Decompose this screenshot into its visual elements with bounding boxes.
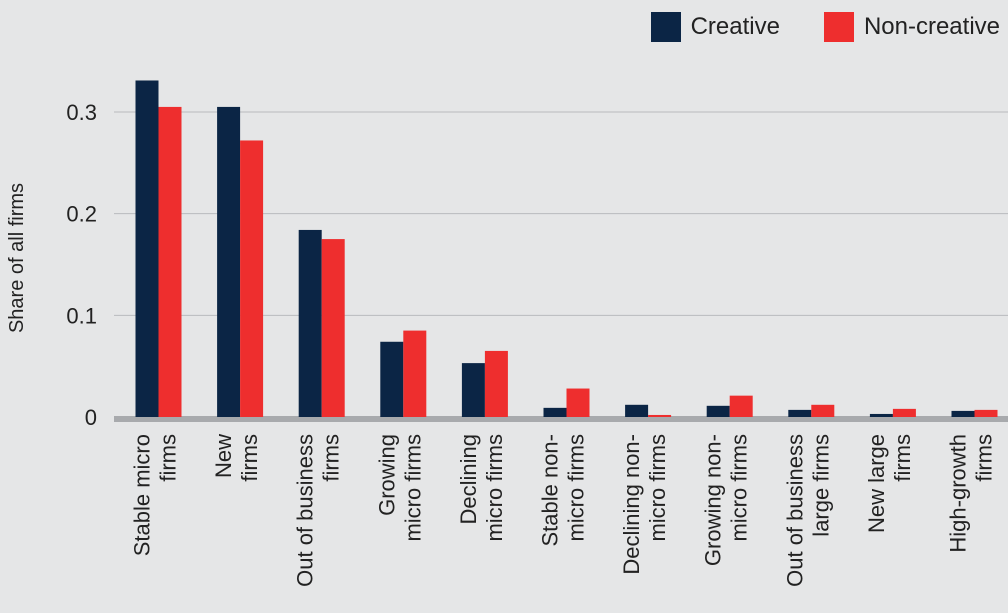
bar-creative	[625, 404, 649, 417]
x-tick-label: micro firms	[564, 434, 589, 542]
y-tick-labels: 0 0.1 0.2 0.3	[66, 100, 97, 430]
y-tick-label: 0	[85, 405, 97, 430]
bar-creative	[951, 410, 975, 417]
bar-non-creative	[321, 239, 345, 417]
x-tick-label: New	[211, 434, 236, 478]
bar-non-creative	[892, 408, 916, 417]
y-tick-label: 0.2	[66, 202, 97, 227]
x-tick-label: Growing	[374, 434, 399, 516]
x-tick-label: micro firms	[645, 434, 670, 542]
x-tick-label: firms	[890, 434, 915, 482]
bar-non-creative	[403, 330, 427, 417]
bar-non-creative	[648, 414, 672, 417]
x-tick-label: micro firms	[727, 434, 752, 542]
x-tick-label: Stable micro	[130, 434, 155, 556]
x-tick-label: New large	[864, 434, 889, 533]
bar-creative	[869, 413, 893, 417]
x-tick-label: Out of business	[782, 434, 807, 587]
x-tick-label: micro firms	[400, 434, 425, 542]
bar-non-creative	[811, 404, 835, 417]
y-axis-label: Share of all firms	[6, 183, 28, 333]
legend-swatch-creative	[650, 12, 681, 42]
bar-creative	[380, 341, 404, 417]
bar-creative	[298, 229, 322, 417]
legend-item-creative: Creative	[650, 12, 780, 42]
bar-creative	[135, 80, 159, 417]
bar-non-creative	[974, 409, 998, 417]
x-tick-label: Stable non-	[538, 434, 563, 547]
bar-creative	[706, 405, 730, 417]
bar-creative	[788, 409, 812, 417]
x-tick-label: large firms	[808, 434, 833, 537]
y-tick-label: 0.1	[66, 303, 97, 328]
bar-non-creative	[240, 140, 264, 417]
x-tick-label: firms	[237, 434, 262, 482]
legend-label-creative: Creative	[690, 13, 780, 40]
x-tick-label: Growing non-	[701, 434, 726, 566]
x-tick-label: firms	[319, 434, 344, 482]
x-tick-label: micro firms	[482, 434, 507, 542]
bars	[135, 80, 998, 418]
bar-non-creative	[729, 395, 753, 417]
x-tick-label: firms	[156, 434, 181, 482]
x-tick-labels: Stable micro firms New firms Out of business…	[130, 434, 997, 587]
bar-non-creative	[566, 388, 590, 417]
legend-label-non-creative: Non-creative	[863, 13, 1000, 40]
bar-creative	[217, 106, 241, 418]
bar-creative	[543, 407, 567, 417]
chart-legend: Creative Non-creative	[607, 12, 1000, 42]
bar-non-creative	[484, 350, 508, 417]
legend-item-non-creative: Non-creative	[823, 12, 1000, 42]
y-tick-label: 0.3	[66, 100, 97, 125]
legend-swatch-non-creative	[823, 12, 854, 42]
bar-creative	[461, 363, 485, 417]
x-tick-label: Out of business	[293, 434, 318, 587]
x-axis-baseline	[114, 416, 1008, 422]
x-tick-label: Declining	[456, 434, 481, 525]
x-tick-label: firms	[972, 434, 997, 482]
bar-non-creative	[158, 106, 182, 418]
x-tick-label: Declining non-	[619, 434, 644, 575]
x-tick-label: High-growth	[946, 434, 971, 553]
